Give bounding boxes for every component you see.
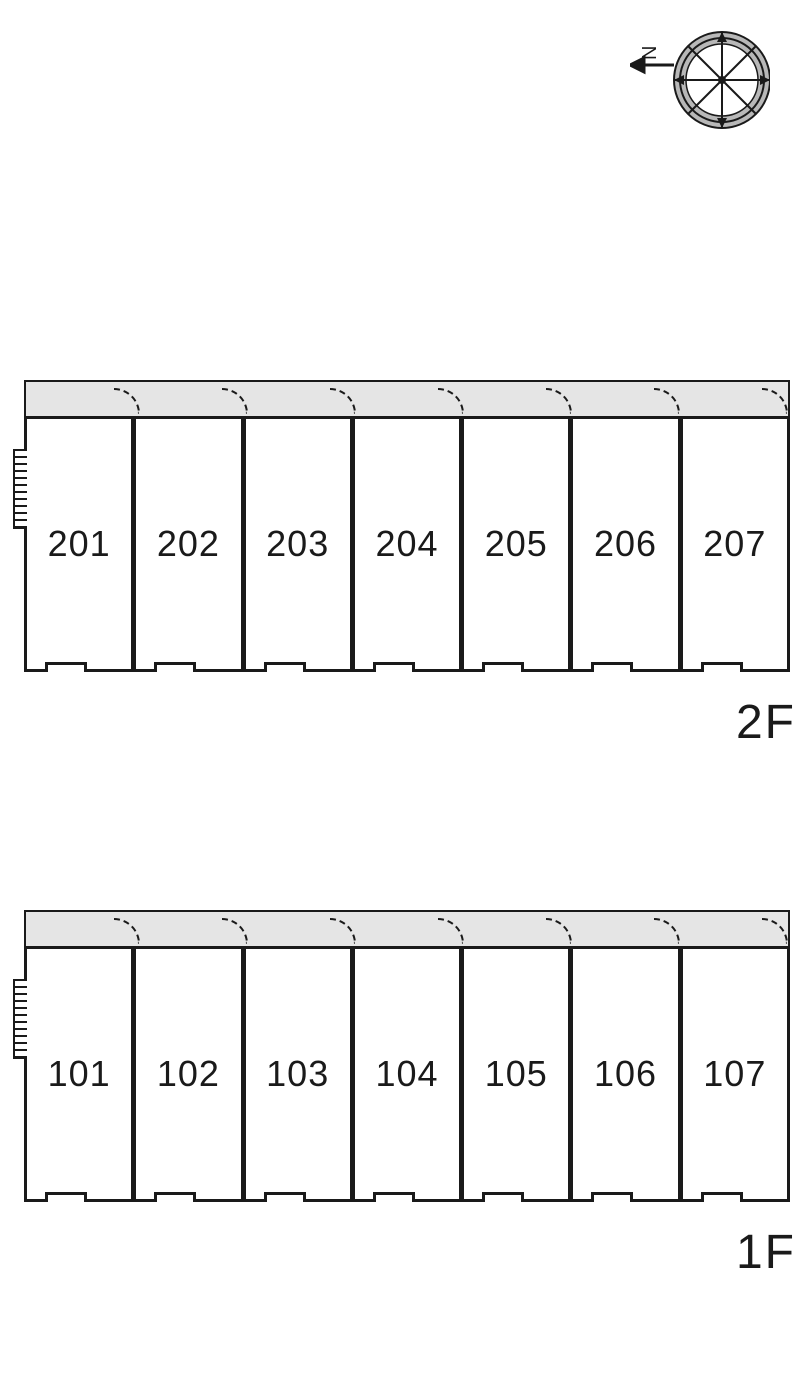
balcony-notch-icon [701,662,743,672]
unit-label: 204 [375,523,438,565]
door-arc-icon [546,388,572,414]
door-arc-icon [654,388,680,414]
unit-label: 107 [703,1053,766,1095]
unit-205: 205 [464,419,573,669]
balcony-notch-icon [154,1192,196,1202]
floor-2-block: 201 202 203 204 205 206 207 [10,380,790,672]
balcony-notch-icon [591,1192,633,1202]
balcony-notch-icon [45,1192,87,1202]
unit-label: 103 [266,1053,329,1095]
floor-1-corridor [24,910,790,946]
unit-101: 101 [27,949,136,1199]
unit-106: 106 [573,949,682,1199]
door-arc-icon [222,918,248,944]
unit-label: 104 [375,1053,438,1095]
compass-rose: N [630,25,770,140]
unit-label: 201 [48,523,111,565]
balcony-notch-icon [482,662,524,672]
door-arc-icon [438,388,464,414]
door-arc-icon [114,388,140,414]
unit-label: 105 [485,1053,548,1095]
door-arc-icon [654,918,680,944]
balcony-notch-icon [373,662,415,672]
balcony-notch-icon [264,662,306,672]
floor-2-units: 201 202 203 204 205 206 207 [24,416,790,672]
unit-label: 101 [48,1053,111,1095]
compass-n-label: N [639,46,661,60]
balcony-notch-icon [45,662,87,672]
unit-201: 201 [27,419,136,669]
floor-2-label: 2F [736,695,796,750]
door-arc-icon [330,918,356,944]
unit-207: 207 [683,419,787,669]
balcony-notch-icon [373,1192,415,1202]
unit-label: 202 [157,523,220,565]
unit-204: 204 [355,419,464,669]
balcony-notch-icon [482,1192,524,1202]
unit-label: 102 [157,1053,220,1095]
unit-203: 203 [246,419,355,669]
balcony-notch-icon [264,1192,306,1202]
unit-206: 206 [573,419,682,669]
stairs-icon [13,979,27,1059]
floor-1-label: 1F [736,1225,796,1280]
door-arc-icon [762,388,788,414]
unit-label: 207 [703,523,766,565]
door-arc-icon [114,918,140,944]
unit-label: 106 [594,1053,657,1095]
door-arc-icon [222,388,248,414]
door-arc-icon [438,918,464,944]
stairs-icon [13,449,27,529]
door-arc-icon [330,388,356,414]
unit-label: 203 [266,523,329,565]
unit-103: 103 [246,949,355,1199]
balcony-notch-icon [701,1192,743,1202]
unit-107: 107 [683,949,787,1199]
unit-202: 202 [136,419,245,669]
unit-105: 105 [464,949,573,1199]
floor-1-block: 101 102 103 104 105 106 107 [10,910,790,1202]
balcony-notch-icon [154,662,196,672]
door-arc-icon [546,918,572,944]
floor-2-corridor [24,380,790,416]
floor-1-units: 101 102 103 104 105 106 107 [24,946,790,1202]
unit-label: 205 [485,523,548,565]
compass-icon: N [630,25,770,135]
unit-104: 104 [355,949,464,1199]
balcony-notch-icon [591,662,633,672]
unit-102: 102 [136,949,245,1199]
door-arc-icon [762,918,788,944]
unit-label: 206 [594,523,657,565]
